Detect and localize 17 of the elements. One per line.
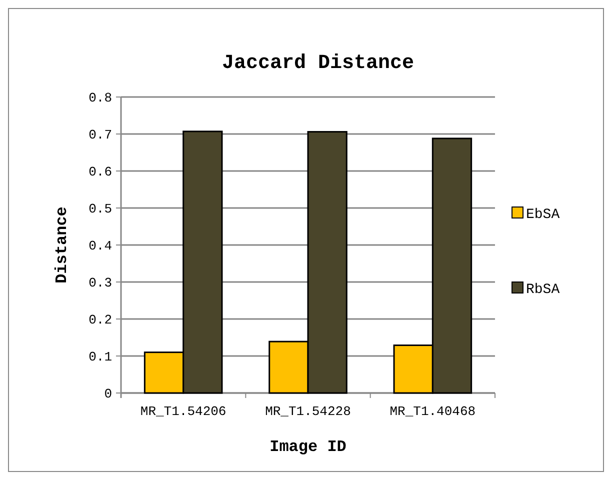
x-tick-label: MR_T1.40468 xyxy=(390,404,476,419)
chart-title: Jaccard Distance xyxy=(222,52,414,75)
legend-label: RbSA xyxy=(526,282,560,298)
y-tick-label: 0.7 xyxy=(88,128,112,143)
y-tick-label: 0.3 xyxy=(88,276,112,291)
y-tick-label: 0.6 xyxy=(88,164,112,180)
y-tick-label: 0.4 xyxy=(88,238,112,254)
y-tick-label: 0.8 xyxy=(88,90,112,106)
y-axis-title: Distance xyxy=(53,206,71,284)
y-tick-label: 0.5 xyxy=(88,202,112,217)
x-axis-title: Image ID xyxy=(270,438,346,456)
y-tick-label: 0 xyxy=(104,386,112,402)
x-tick-label: MR_T1.54206 xyxy=(140,404,226,419)
legend-label: EbSA xyxy=(526,206,560,223)
y-tick-label: 0.2 xyxy=(88,312,112,328)
x-tick-label: MR_T1.54228 xyxy=(265,404,351,419)
y-tick-label: 0.1 xyxy=(88,350,112,365)
